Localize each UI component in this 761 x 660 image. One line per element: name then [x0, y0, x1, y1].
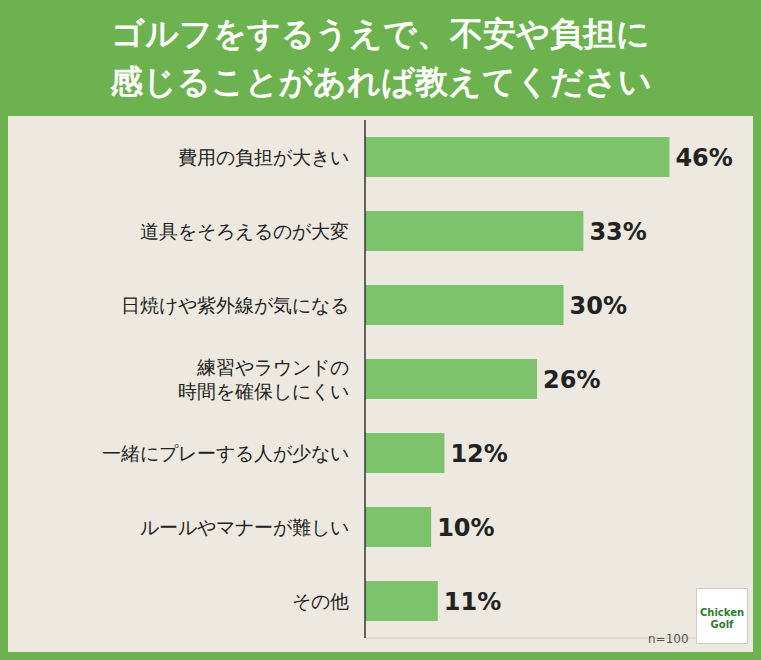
svg-text:12%: 12%	[450, 440, 507, 468]
svg-text:30%: 30%	[570, 292, 627, 320]
svg-text:33%: 33%	[589, 218, 646, 246]
html-text:n=100: n=100	[648, 632, 689, 646]
svg-text:46%: 46%	[675, 144, 732, 172]
svg-text:道具をそろえるのが大変: 道具をそろえるのが大変	[140, 220, 349, 242]
svg-text:費用の負担が大きい: 費用の負担が大きい	[178, 146, 349, 168]
html-text:Chicken: Chicken	[699, 607, 744, 618]
svg-text:時間を確保しにくい: 時間を確保しにくい	[178, 380, 349, 402]
html-text:感じることがあれば教えてください: 感じることがあれば教えてください	[109, 62, 652, 101]
svg-text:26%: 26%	[543, 366, 600, 394]
svg-text:ルールやマナーが難しい: ルールやマナーが難しい	[140, 516, 349, 538]
svg-text:日焼けや紫外線が気になる: 日焼けや紫外線が気になる	[121, 294, 349, 316]
svg-text:練習やラウンドの: 練習やラウンドの	[196, 356, 349, 378]
svg-text:その他: その他	[292, 590, 349, 612]
svg-text:10%: 10%	[437, 514, 494, 542]
html-text:Golf: Golf	[710, 619, 734, 630]
svg-text:一緒にプレーする人が少ない: 一緒にプレーする人が少ない	[102, 442, 349, 464]
svg-text:11%: 11%	[444, 588, 501, 616]
html-text:ゴルフをするうえで、不安や負担に: ゴルフをするうえで、不安や負担に	[111, 14, 650, 53]
